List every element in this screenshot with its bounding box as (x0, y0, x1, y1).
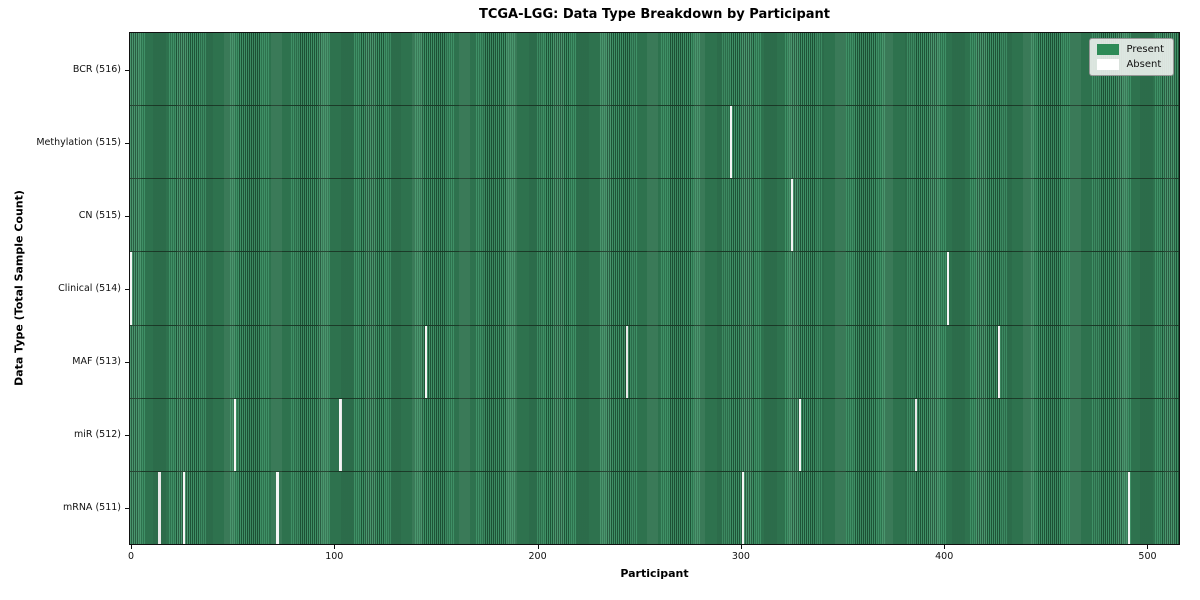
x-tick-label: 0 (127, 551, 135, 562)
absent-mark (998, 325, 1001, 398)
absent-mark (947, 252, 950, 325)
absent-mark (741, 471, 745, 544)
y-tick-label: Clinical (514) (58, 283, 121, 294)
absent-mark (158, 471, 161, 544)
absent-mark (798, 398, 802, 471)
heatmap-row-MAF (130, 324, 1179, 398)
heatmap-row-BCR (130, 33, 1179, 106)
legend-item: Present (1097, 44, 1164, 55)
x-tick-mark (1147, 545, 1149, 549)
x-tick-label: 100 (325, 551, 344, 562)
y-tick-mark (125, 142, 129, 144)
y-tick-label: Methylation (515) (36, 137, 121, 148)
legend: Present Absent (1089, 38, 1174, 76)
absent-mark (182, 471, 186, 544)
absent-mark (276, 471, 279, 544)
absent-mark (626, 325, 629, 398)
y-tick-label: miR (512) (73, 429, 121, 440)
legend-swatch-icon (1097, 44, 1120, 55)
x-tick-mark (740, 545, 742, 549)
legend-label: Absent (1126, 59, 1162, 70)
plot-area: Present Absent (129, 32, 1180, 545)
y-tick-label: BCR (516) (72, 64, 121, 75)
y-tick-label: MAF (513) (72, 356, 121, 367)
heatmap-row-miR (130, 397, 1179, 471)
chart-title: TCGA-LGG: Data Type Breakdown by Partici… (478, 7, 831, 22)
heatmap-row-CN (130, 178, 1179, 252)
legend-swatch-icon (1097, 59, 1120, 70)
y-tick-label: CN (515) (78, 210, 121, 221)
y-tick-label: mRNA (511) (62, 502, 121, 513)
y-tick-mark (125, 69, 129, 71)
absent-mark (130, 252, 133, 325)
y-tick-mark (125, 215, 129, 217)
absent-mark (790, 179, 793, 252)
x-tick-label: 300 (731, 551, 750, 562)
absent-mark (914, 398, 917, 471)
heatmap-row-Methylation (130, 105, 1179, 179)
x-tick-mark (334, 545, 336, 549)
heatmap-row-mRNA (130, 470, 1179, 544)
x-tick-label: 500 (1138, 551, 1157, 562)
y-axis-title: Data Type (Total Sample Count) (12, 190, 26, 386)
absent-mark (339, 398, 342, 471)
absent-mark (233, 398, 236, 471)
x-tick-mark (537, 545, 539, 549)
legend-label: Present (1126, 44, 1164, 55)
legend-item: Absent (1097, 59, 1164, 70)
y-tick-mark (125, 434, 129, 436)
y-tick-mark (125, 507, 129, 509)
x-tick-mark (131, 545, 133, 549)
heatmap-row-Clinical (130, 251, 1179, 325)
x-tick-mark (944, 545, 946, 549)
x-tick-label: 200 (528, 551, 547, 562)
absent-mark (729, 106, 732, 179)
absent-mark (1128, 471, 1131, 544)
absent-mark (424, 325, 427, 398)
y-tick-mark (125, 288, 129, 290)
y-tick-mark (125, 361, 129, 363)
x-axis-title: Participant (620, 567, 689, 580)
x-tick-label: 400 (935, 551, 954, 562)
